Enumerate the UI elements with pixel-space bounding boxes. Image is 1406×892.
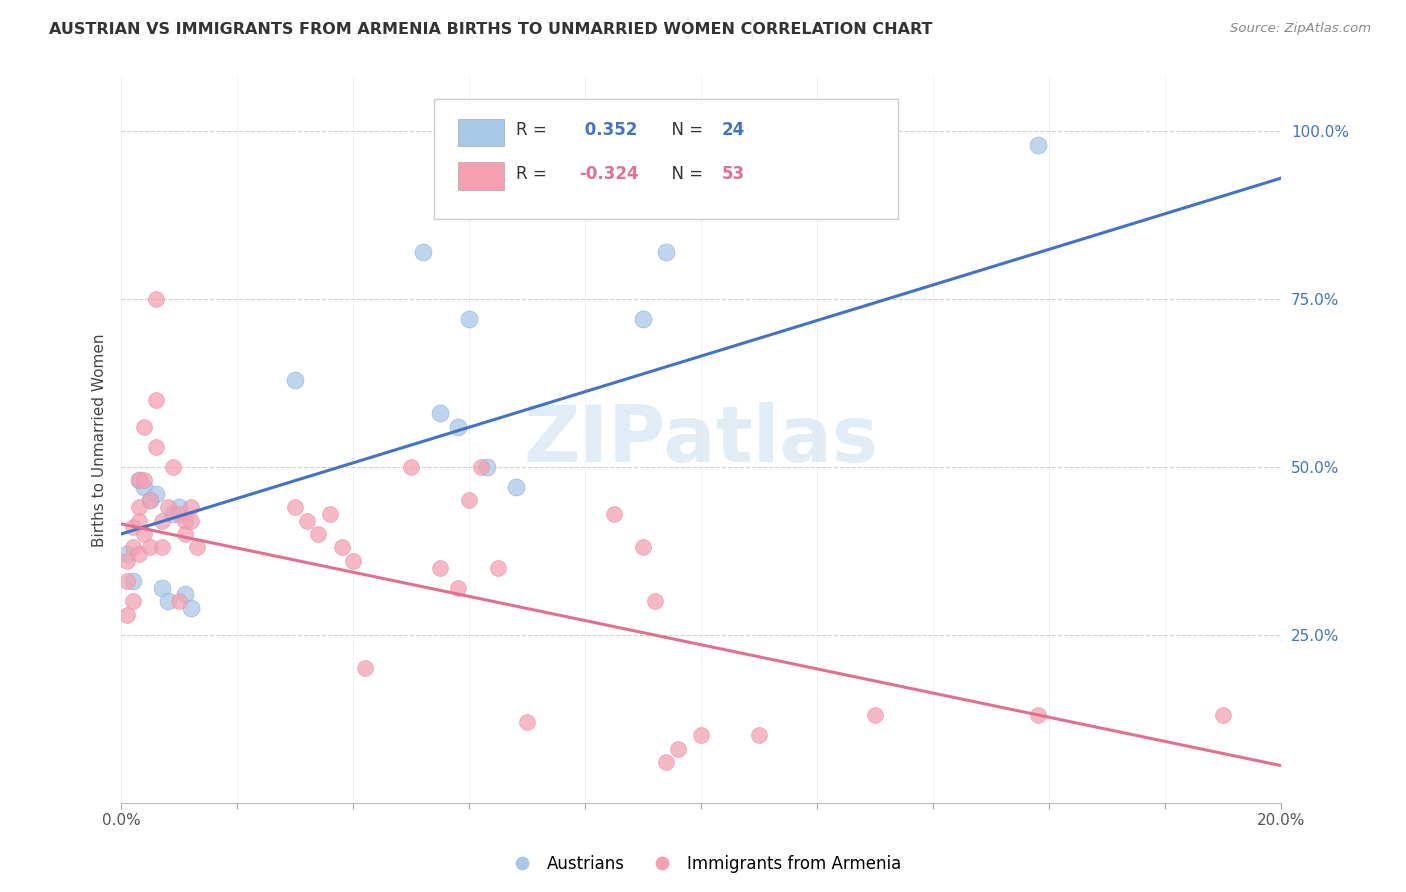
Text: -0.324: -0.324 (579, 165, 638, 183)
Point (186, 541, 208, 555)
Text: 0.352: 0.352 (579, 121, 638, 139)
Point (156, 500, 179, 515)
Point (156, 594, 179, 608)
Text: N =: N = (661, 165, 709, 183)
Point (863, 708, 886, 723)
Text: 24: 24 (723, 121, 745, 139)
Point (121, 541, 143, 555)
Point (690, 728, 713, 742)
Point (145, 440, 167, 454)
Point (475, 459, 498, 474)
Point (128, 547, 150, 561)
Point (835, 145, 858, 159)
Point (115, 554, 138, 568)
Point (128, 514, 150, 528)
Point (128, 473, 150, 487)
Point (162, 459, 184, 474)
Point (150, 514, 173, 528)
Point (174, 527, 197, 541)
Point (180, 514, 202, 528)
Point (128, 473, 150, 487)
Y-axis label: Births to Unmarried Women: Births to Unmarried Women (93, 334, 107, 547)
Point (150, 581, 173, 595)
Point (180, 600, 202, 615)
Point (284, 373, 307, 387)
Point (429, 406, 451, 420)
Point (174, 587, 197, 601)
Point (655, 756, 678, 770)
Point (748, 728, 770, 742)
Point (167, 507, 190, 521)
Text: ZIPatlas: ZIPatlas (523, 402, 879, 478)
FancyBboxPatch shape (434, 99, 898, 219)
Point (1026, 708, 1049, 723)
Point (145, 486, 167, 500)
Point (162, 507, 184, 521)
Point (516, 714, 538, 729)
Text: AUSTRIAN VS IMMIGRANTS FROM ARMENIA BIRTHS TO UNMARRIED WOMEN CORRELATION CHART: AUSTRIAN VS IMMIGRANTS FROM ARMENIA BIRT… (49, 22, 932, 37)
Text: N =: N = (661, 121, 709, 139)
Text: 53: 53 (723, 165, 745, 183)
Bar (457, 119, 503, 146)
Point (655, 245, 678, 260)
Point (145, 392, 167, 407)
Point (134, 473, 156, 487)
Text: R =: R = (516, 121, 551, 139)
Point (115, 607, 138, 622)
Point (150, 541, 173, 555)
Point (505, 480, 527, 494)
Point (1212, 708, 1234, 723)
Point (631, 541, 654, 555)
Point (644, 594, 666, 608)
Point (330, 541, 353, 555)
Point (1026, 137, 1049, 152)
Point (353, 661, 375, 675)
Point (115, 547, 138, 561)
Point (319, 507, 342, 521)
Point (307, 527, 329, 541)
Point (295, 514, 318, 528)
Point (167, 500, 190, 515)
Point (121, 574, 143, 588)
Point (167, 594, 190, 608)
Point (115, 574, 138, 588)
Point (399, 459, 422, 474)
Text: R =: R = (516, 165, 551, 183)
Point (134, 419, 156, 434)
Bar (457, 162, 503, 190)
Point (180, 500, 202, 515)
Point (603, 507, 626, 521)
Point (429, 560, 451, 574)
Point (121, 594, 143, 608)
Point (139, 493, 162, 508)
Point (470, 459, 492, 474)
Point (486, 560, 509, 574)
Point (446, 581, 468, 595)
Point (134, 480, 156, 494)
Point (128, 500, 150, 515)
Point (342, 554, 364, 568)
Point (666, 741, 689, 756)
Point (145, 292, 167, 306)
Point (134, 527, 156, 541)
Point (174, 514, 197, 528)
Point (446, 419, 468, 434)
Point (631, 312, 654, 326)
Point (458, 493, 481, 508)
Legend: Austrians, Immigrants from Armenia: Austrians, Immigrants from Armenia (499, 848, 907, 880)
Point (121, 520, 143, 534)
Point (666, 158, 689, 172)
Point (284, 500, 307, 515)
Point (412, 245, 434, 260)
Point (139, 493, 162, 508)
Text: Source: ZipAtlas.com: Source: ZipAtlas.com (1230, 22, 1371, 36)
Point (139, 541, 162, 555)
Point (458, 312, 481, 326)
